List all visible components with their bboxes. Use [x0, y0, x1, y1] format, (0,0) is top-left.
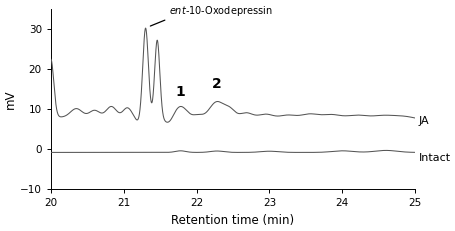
Text: 1: 1	[176, 85, 186, 99]
Text: 2: 2	[212, 77, 222, 91]
Text: $\it{ent}$-10-Oxodepressin: $\it{ent}$-10-Oxodepressin	[169, 4, 273, 18]
Y-axis label: mV: mV	[4, 89, 17, 109]
Text: JA: JA	[419, 116, 430, 126]
Text: Intact: Intact	[419, 153, 451, 163]
X-axis label: Retention time (min): Retention time (min)	[172, 214, 294, 227]
